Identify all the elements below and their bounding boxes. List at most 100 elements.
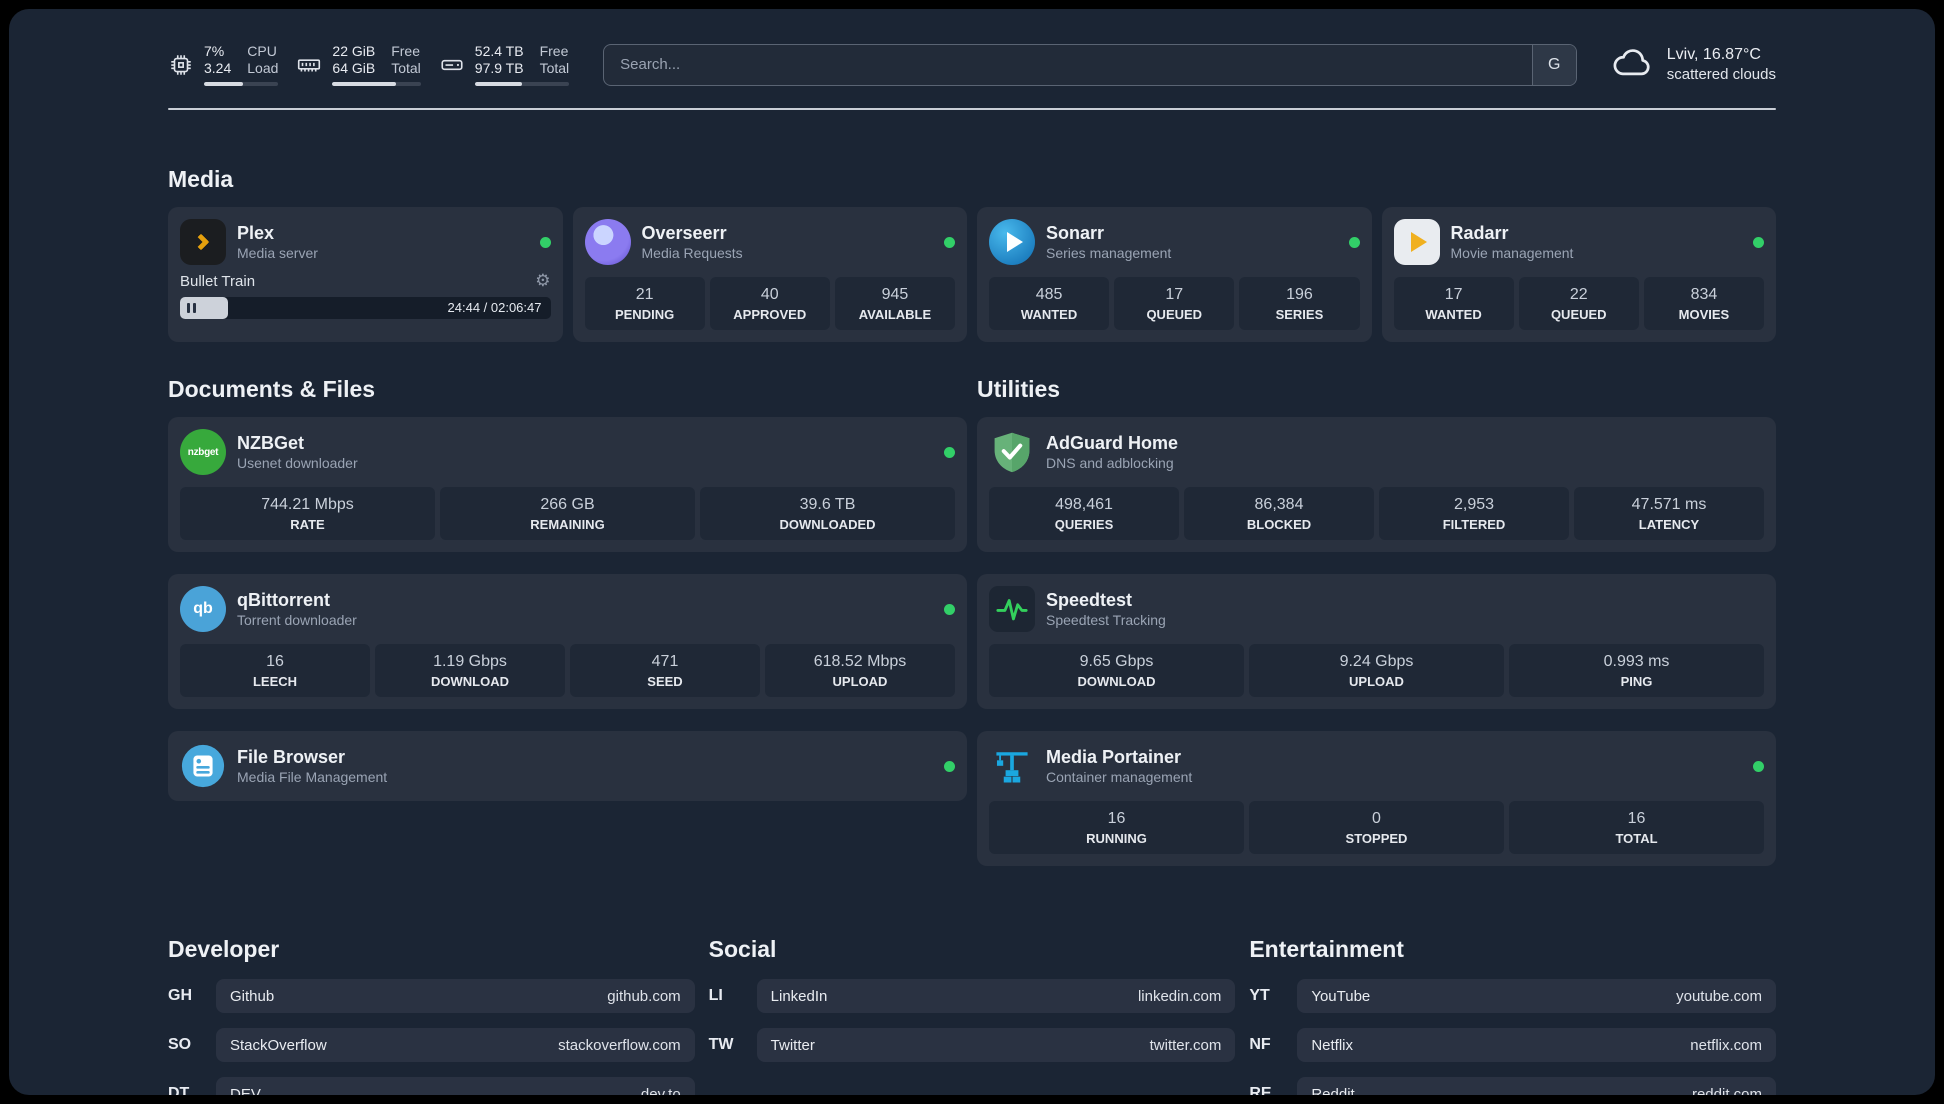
link-github[interactable]: Github github.com <box>216 979 695 1013</box>
stat-label: QUEUED <box>1146 307 1203 322</box>
stat-value: 39.6 TB <box>799 496 856 513</box>
link-name: LinkedIn <box>770 987 828 1005</box>
app-card-radarr[interactable]: Radarr Movie management 17 WANTED 22 QUE… <box>1381 207 1776 342</box>
link-netflix[interactable]: Netflix netflix.com <box>1297 1028 1776 1062</box>
stat-tile: 9.65 Gbps DOWNLOAD <box>989 644 1244 697</box>
cpu-metric: 7% 3.24 CPU Load <box>168 43 279 86</box>
stat-value: 9.65 Gbps <box>1079 653 1154 670</box>
link-dev[interactable]: DEV dev.to <box>216 1077 695 1095</box>
stat-tile: 47.571 ms LATENCY <box>1574 487 1764 540</box>
stat-label: RATE <box>290 517 325 532</box>
status-dot <box>944 446 955 458</box>
link-abbr: SO <box>168 1036 192 1053</box>
portainer-icon <box>989 743 1035 789</box>
search-engine-button[interactable]: G <box>1531 44 1576 85</box>
app-card-plex[interactable]: Plex Media server Bullet Train ⚙ 24:44 /… <box>168 207 563 342</box>
stat-tile: 0.993 ms PING <box>1509 644 1764 697</box>
overseerr-icon <box>584 219 631 265</box>
link-youtube[interactable]: YouTube youtube.com <box>1297 979 1776 1013</box>
ram-total-value: 64 GiB <box>332 60 376 76</box>
pause-icon[interactable] <box>187 303 196 313</box>
stat-value: 86,384 <box>1254 496 1304 513</box>
link-linkedin[interactable]: LinkedIn linkedin.com <box>756 979 1236 1013</box>
app-subtitle: Series management <box>1046 245 1172 261</box>
link-name: Github <box>230 987 275 1005</box>
app-name: File Browser <box>237 747 346 767</box>
search-input[interactable] <box>604 44 1532 85</box>
link-row: NF Netflix netflix.com <box>1249 1028 1776 1062</box>
ram-icon <box>296 52 322 78</box>
link-name: DEV <box>230 1085 261 1096</box>
section-title-developer: Developer <box>168 936 280 962</box>
stat-label: UPLOAD <box>1349 674 1404 689</box>
disk-free-value: 52.4 TB <box>474 43 524 59</box>
link-abbr: GH <box>168 987 192 1004</box>
stat-tile: 16 RUNNING <box>989 801 1244 854</box>
stat-label: AVAILABLE <box>858 307 932 322</box>
app-card-adguard[interactable]: AdGuard Home DNS and adblocking 498,461 … <box>977 417 1776 552</box>
stat-label: WANTED <box>1020 307 1078 322</box>
app-subtitle: Usenet downloader <box>237 455 358 471</box>
stat-tile: 2,953 FILTERED <box>1379 487 1569 540</box>
weather-widget: Lviv, 16.87°C scattered clouds <box>1611 45 1776 84</box>
link-stackoverflow[interactable]: StackOverflow stackoverflow.com <box>216 1028 695 1062</box>
stat-value: 16 <box>1107 810 1126 827</box>
app-name: qBittorrent <box>237 590 330 610</box>
status-dot <box>1753 760 1764 772</box>
stat-tile: 485 WANTED <box>989 277 1110 330</box>
app-card-nzbget[interactable]: nzbget NZBGet Usenet downloader 744.21 M… <box>168 417 967 552</box>
link-url: twitter.com <box>1149 1036 1222 1054</box>
app-card-qbittorrent[interactable]: qb qBittorrent Torrent downloader 16 LEE… <box>168 574 967 709</box>
app-subtitle: Movie management <box>1450 245 1574 261</box>
link-reddit[interactable]: Reddit reddit.com <box>1297 1077 1776 1095</box>
stat-tile: 22 QUEUED <box>1518 277 1639 330</box>
player-seek-bar[interactable]: 24:44 / 02:06:47 <box>180 297 551 319</box>
link-abbr: LI <box>708 987 723 1004</box>
ram-free-value: 22 GiB <box>332 43 376 59</box>
link-name: Twitter <box>770 1036 815 1054</box>
app-subtitle: Container management <box>1046 769 1193 785</box>
stat-tile: 471 SEED <box>570 644 760 697</box>
stat-value: 9.24 Gbps <box>1339 653 1414 670</box>
stat-value: 22 <box>1569 286 1588 303</box>
search-bar: G <box>603 43 1577 86</box>
app-card-speedtest[interactable]: Speedtest Speedtest Tracking 9.65 Gbps D… <box>977 574 1776 709</box>
speedtest-icon <box>989 586 1035 632</box>
stat-label: LATENCY <box>1638 517 1700 532</box>
app-subtitle: Speedtest Tracking <box>1046 612 1166 628</box>
stat-label: QUEUED <box>1550 307 1607 322</box>
app-subtitle: Media File Management <box>237 769 388 785</box>
stat-value: 834 <box>1690 286 1718 303</box>
link-twitter[interactable]: Twitter twitter.com <box>756 1028 1236 1062</box>
app-name: Media Portainer <box>1046 747 1182 767</box>
cpu-progress-fill <box>204 82 243 86</box>
status-dot <box>944 236 955 248</box>
radarr-icon <box>1393 219 1440 265</box>
disk-icon <box>439 52 465 78</box>
app-card-sonarr[interactable]: Sonarr Series management 485 WANTED 17 Q… <box>977 207 1372 342</box>
cpu-load-label: Load <box>247 60 279 76</box>
stat-value: 17 <box>1165 286 1184 303</box>
plex-icon <box>180 219 226 265</box>
link-row: SO StackOverflow stackoverflow.com <box>168 1028 695 1062</box>
app-card-portainer[interactable]: Media Portainer Container management 16 … <box>977 731 1776 866</box>
app-card-filebrowser[interactable]: File Browser Media File Management <box>168 731 967 801</box>
player-time: 24:44 / 02:06:47 <box>447 300 542 315</box>
link-abbr: NF <box>1249 1036 1271 1053</box>
app-name: Plex <box>237 223 275 243</box>
app-subtitle: Torrent downloader <box>237 612 357 628</box>
weather-location: Lviv, 16.87°C <box>1666 46 1761 63</box>
gear-icon[interactable]: ⚙ <box>535 271 551 291</box>
link-url: linkedin.com <box>1137 987 1222 1005</box>
filebrowser-icon <box>180 743 226 789</box>
stat-tile: 498,461 QUERIES <box>989 487 1179 540</box>
stat-value: 266 GB <box>540 496 595 513</box>
section-title-media: Media <box>168 166 234 192</box>
stat-tile: 0 STOPPED <box>1249 801 1504 854</box>
disk-total-value: 97.9 TB <box>474 60 524 76</box>
stat-value: 485 <box>1035 286 1063 303</box>
app-card-overseerr[interactable]: Overseerr Media Requests 21 PENDING 40 A… <box>572 207 967 342</box>
link-row: LI LinkedIn linkedin.com <box>709 979 1236 1013</box>
link-abbr: RE <box>1249 1085 1272 1095</box>
topbar-divider <box>168 108 1776 110</box>
